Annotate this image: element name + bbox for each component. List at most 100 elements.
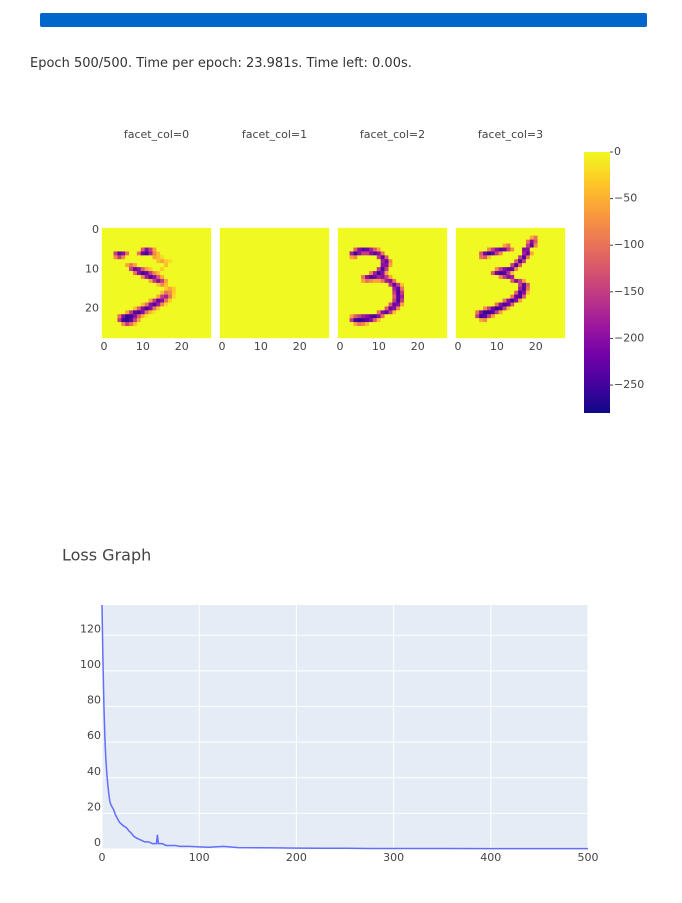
heatmap-cell <box>171 322 177 327</box>
heatmap-cell <box>502 247 507 252</box>
heatmap-cell <box>132 286 138 292</box>
heatmap-cell <box>341 294 346 299</box>
heatmap-cell <box>525 282 531 288</box>
heatmap-cell <box>324 263 330 268</box>
heatmap-cell <box>223 243 228 248</box>
heatmap-cell <box>305 243 310 248</box>
heatmap-cell <box>533 235 538 240</box>
heatmap-cell <box>286 263 291 268</box>
heatmap-cell <box>274 333 279 339</box>
heatmap-cell <box>243 286 248 292</box>
heatmap-cell <box>301 235 306 240</box>
heatmap-cell <box>522 235 527 240</box>
heatmap-cell <box>289 231 295 237</box>
heatmap-cell <box>101 231 107 237</box>
heatmap-cell <box>203 247 208 252</box>
heatmap-cell <box>195 314 200 319</box>
heatmap-cell <box>357 243 362 248</box>
heatmap-cell <box>195 239 200 244</box>
heatmap-cell <box>148 235 153 240</box>
heatmap-cell <box>510 263 515 268</box>
heatmap-cell <box>510 274 515 280</box>
heatmap-cell <box>247 298 252 303</box>
heatmap-cell <box>368 290 374 295</box>
heatmap-cell <box>455 271 461 276</box>
heatmap-cell <box>388 251 393 256</box>
heatmap-cell <box>560 243 566 248</box>
heatmap-cell <box>266 235 271 240</box>
heatmap-cell <box>129 306 134 311</box>
heatmap-cell <box>313 329 318 335</box>
heatmap-cell <box>313 259 318 264</box>
heatmap-cell <box>549 267 554 272</box>
heatmap-cell <box>549 231 554 237</box>
heatmap-cell <box>388 310 393 315</box>
heatmap-cell <box>384 322 389 327</box>
heatmap-cell <box>372 306 378 311</box>
heatmap-cell <box>459 271 464 276</box>
heatmap-cell <box>309 333 314 339</box>
heatmap-cell <box>250 243 256 248</box>
heatmap-cell <box>203 274 208 280</box>
heatmap-cell <box>514 263 519 268</box>
heatmap-cell <box>132 239 138 244</box>
heatmap-cell <box>471 329 476 335</box>
heatmap-cell <box>396 310 401 315</box>
heatmap-cell <box>494 286 499 292</box>
heatmap-cell <box>494 247 499 252</box>
heatmap-cell <box>270 278 275 284</box>
heatmap-cell <box>164 255 169 260</box>
heatmap-cell <box>235 227 240 233</box>
heatmap-cell <box>321 290 326 295</box>
heatmap-cell <box>250 329 256 335</box>
heatmap-cell <box>415 286 420 292</box>
heatmap-cell <box>392 329 397 335</box>
heatmap-cell <box>518 231 523 237</box>
plot-background <box>102 605 588 849</box>
heatmap-cell <box>353 282 358 288</box>
heatmap-cell <box>431 282 436 288</box>
heatmap-cell <box>101 286 107 292</box>
heatmap-cell <box>514 251 519 256</box>
heatmap-cell <box>247 318 252 323</box>
heatmap-cell <box>250 231 256 237</box>
heatmap-cell <box>203 239 208 244</box>
heatmap-cell <box>258 267 263 272</box>
heatmap-cell <box>187 263 192 268</box>
heatmap-cell <box>156 231 161 237</box>
heatmap-cell <box>286 318 291 323</box>
heatmap-cell <box>471 239 476 244</box>
heatmap-cell <box>195 298 200 303</box>
heatmap-cell <box>286 329 291 335</box>
heatmap-cell <box>199 251 204 256</box>
heatmap-cell <box>357 318 362 323</box>
heatmap-cell <box>407 333 413 339</box>
heatmap-cell <box>392 322 397 327</box>
heatmap-cell <box>101 310 107 315</box>
heatmap-cell <box>423 322 428 327</box>
heatmap-cell <box>297 274 302 280</box>
heatmap-cell <box>384 267 389 272</box>
heatmap-cell <box>152 274 157 280</box>
heatmap-cell <box>537 278 542 284</box>
heatmap-cell <box>459 302 464 307</box>
heatmap-cell <box>506 333 511 339</box>
heatmap-cell <box>187 298 192 303</box>
heatmap-cell <box>199 290 204 295</box>
heatmap-cell <box>282 282 287 288</box>
heatmap-cell <box>286 274 291 280</box>
heatmap-cell <box>219 247 225 252</box>
heatmap-cell <box>380 322 385 327</box>
heatmap-cell <box>105 259 110 264</box>
heatmap-cell <box>467 290 472 295</box>
heatmap-cell <box>435 333 440 339</box>
heatmap-cell <box>203 282 208 288</box>
heatmap-cell <box>435 326 440 331</box>
heatmap-cell <box>553 263 558 268</box>
heatmap-cell <box>219 318 225 323</box>
heatmap-cell <box>183 267 188 272</box>
heatmap-cell <box>349 235 354 240</box>
heatmap-cell <box>392 247 397 252</box>
heatmap-cell <box>235 271 240 276</box>
heatmap-cell <box>431 227 436 233</box>
